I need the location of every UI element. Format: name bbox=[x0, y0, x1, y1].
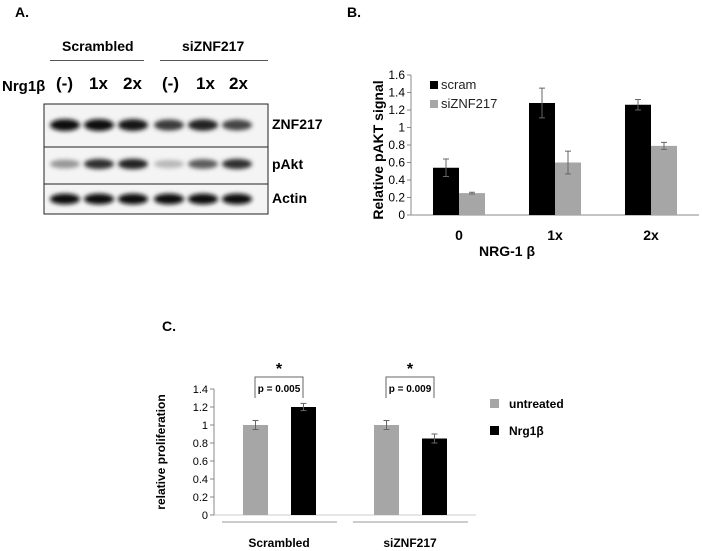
lane-label: 1x bbox=[196, 74, 215, 93]
bar bbox=[374, 425, 399, 515]
panel-a-letter: A. bbox=[15, 4, 29, 20]
blot-band bbox=[118, 193, 148, 205]
lane-label: 2x bbox=[229, 74, 248, 93]
legend-swatch bbox=[430, 81, 438, 89]
blot-row-label-znf217: ZNF217 bbox=[272, 116, 323, 132]
bar bbox=[651, 145, 677, 215]
x-tick-label: 1x bbox=[547, 227, 563, 243]
significance-bracket bbox=[254, 376, 304, 398]
blot-band bbox=[188, 119, 218, 131]
y-tick-label: 0.4 bbox=[388, 173, 405, 187]
significance-bracket bbox=[385, 376, 435, 398]
blot-band bbox=[154, 193, 184, 205]
blot-band bbox=[84, 158, 114, 170]
legend-label: siZNF217 bbox=[441, 96, 497, 111]
blot-band bbox=[84, 193, 114, 205]
x-axis-title: NRG-1 β bbox=[479, 243, 535, 259]
legend-swatch bbox=[430, 100, 438, 108]
y-tick-label: 1.2 bbox=[193, 402, 208, 414]
bar bbox=[459, 193, 485, 215]
x-tick-label: Scrambled bbox=[248, 536, 309, 550]
y-tick-label: 1 bbox=[398, 121, 405, 135]
significance-star: * bbox=[407, 361, 414, 378]
group-label-scrambled: Scrambled bbox=[62, 38, 134, 54]
blot-band bbox=[222, 158, 252, 170]
y-tick-label: 0.2 bbox=[193, 492, 208, 504]
legend-swatch bbox=[490, 399, 499, 408]
y-tick-label: 0.8 bbox=[193, 438, 208, 450]
y-tick-label: 1.6 bbox=[388, 68, 405, 82]
bar bbox=[529, 103, 555, 215]
blot-band bbox=[118, 119, 148, 131]
blot-band bbox=[188, 159, 218, 169]
blot-row-label-actin: Actin bbox=[272, 190, 307, 206]
treatment-label: Nrg1β bbox=[2, 78, 46, 95]
p-value-label: p = 0.005 bbox=[258, 384, 301, 395]
blot-band bbox=[154, 119, 184, 131]
blot-band bbox=[50, 193, 80, 205]
blot-band bbox=[154, 159, 184, 169]
panel-b-letter: B. bbox=[347, 4, 361, 20]
bar bbox=[625, 104, 651, 215]
bar bbox=[243, 425, 268, 515]
lane-label: 2x bbox=[123, 74, 142, 93]
y-axis-title: Relative pAKT signal bbox=[370, 80, 386, 219]
y-tick-label: 0 bbox=[202, 510, 208, 522]
blot-row-label-pakt: pAkt bbox=[272, 156, 304, 172]
x-tick-label: 0 bbox=[455, 227, 463, 243]
y-tick-label: 0 bbox=[398, 208, 405, 222]
y-axis-title: relative proliferation bbox=[154, 394, 168, 509]
x-tick-label: siZNF217 bbox=[383, 536, 437, 550]
blot-band bbox=[84, 119, 114, 131]
lane-label: (-) bbox=[56, 74, 73, 93]
y-tick-label: 1 bbox=[202, 420, 208, 432]
group-label-siznf217: siZNF217 bbox=[182, 38, 245, 54]
y-tick-label: 0.8 bbox=[388, 138, 405, 152]
y-tick-label: 1.4 bbox=[388, 86, 405, 100]
lane-label: 1x bbox=[89, 74, 108, 93]
y-tick-label: 0.4 bbox=[193, 474, 208, 486]
significance-star: * bbox=[276, 361, 283, 378]
y-tick-label: 1.2 bbox=[388, 103, 405, 117]
y-tick-label: 1.4 bbox=[193, 384, 208, 396]
legend-label: untreated bbox=[509, 397, 564, 411]
p-value-label: p = 0.009 bbox=[389, 384, 432, 395]
y-tick-label: 0.6 bbox=[388, 156, 405, 170]
blot-band bbox=[222, 193, 252, 205]
bar bbox=[422, 438, 447, 515]
legend-label: Nrg1β bbox=[509, 424, 544, 438]
x-tick-label: 2x bbox=[643, 227, 659, 243]
lane-label: (-) bbox=[162, 74, 179, 93]
legend-label: scram bbox=[441, 77, 476, 92]
panel-c-letter: C. bbox=[162, 318, 176, 334]
legend-swatch bbox=[490, 426, 499, 435]
y-tick-label: 0.6 bbox=[193, 456, 208, 468]
group-underline-scrambled bbox=[50, 60, 144, 61]
blot-band bbox=[50, 119, 80, 131]
blot-band bbox=[222, 119, 252, 131]
blot-band bbox=[50, 159, 80, 169]
group-underline-siznf217 bbox=[160, 60, 268, 61]
y-tick-label: 0.2 bbox=[388, 191, 405, 205]
bar bbox=[291, 407, 316, 515]
blot-band bbox=[188, 193, 218, 205]
blot-band bbox=[118, 158, 148, 170]
